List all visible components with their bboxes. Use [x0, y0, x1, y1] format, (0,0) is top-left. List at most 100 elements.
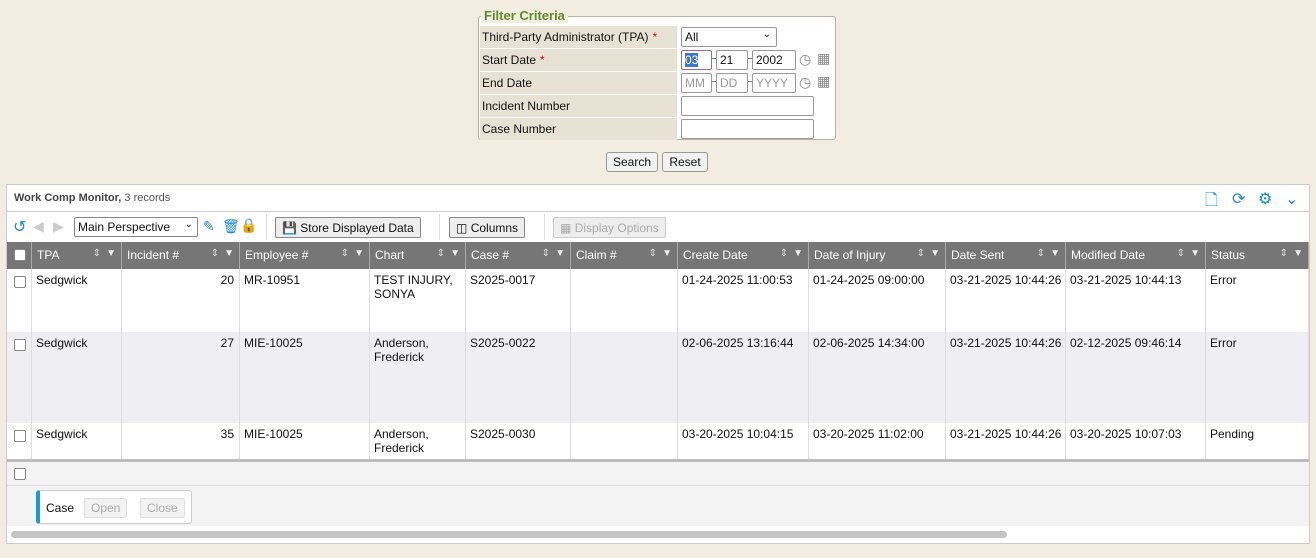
column-header[interactable]: Date Sent ⇕ ▼ — [946, 242, 1066, 269]
cell-tpa: Sedgwick — [32, 269, 122, 332]
reset-button[interactable]: Reset — [662, 152, 708, 172]
incident-number-input[interactable] — [681, 96, 814, 116]
store-label: Store Displayed Data — [300, 221, 414, 235]
row-checkbox[interactable] — [14, 430, 26, 442]
document-icon[interactable]: 🗋 — [1205, 192, 1218, 209]
header-select-all — [7, 242, 32, 269]
divider — [544, 214, 545, 240]
tpa-label: Third-Party Administrator (TPA) — [482, 30, 649, 44]
divider — [439, 214, 440, 240]
filter-icon[interactable]: ▼ — [106, 248, 116, 259]
column-header-label: Date Sent — [951, 248, 1005, 262]
column-header[interactable]: Employee # ⇕ ▼ — [240, 242, 370, 269]
start-year-input[interactable]: 2002 — [752, 50, 796, 70]
back-icon[interactable]: ◀ — [33, 218, 44, 234]
filter-icon[interactable]: ▼ — [662, 248, 672, 259]
display-options-button[interactable]: ▦ Display Options — [553, 217, 666, 238]
sort-icon[interactable]: ⇕ — [92, 248, 101, 259]
column-header[interactable]: Date of Injury ⇕ ▼ — [809, 242, 946, 269]
horizontal-scrollbar[interactable] — [11, 531, 1007, 538]
open-button[interactable]: Open — [84, 498, 128, 518]
cell-claim — [571, 269, 678, 332]
sort-icon[interactable]: ⇕ — [916, 248, 925, 259]
column-header[interactable]: Modified Date ⇕ ▼ — [1066, 242, 1206, 269]
sort-icon[interactable]: ⇕ — [1036, 248, 1045, 259]
sort-icon[interactable]: ⇕ — [1176, 248, 1185, 259]
column-header[interactable]: Create Date ⇕ ▼ — [678, 242, 809, 269]
tpa-select[interactable]: All ⌄ — [681, 27, 777, 47]
columns-button[interactable]: ◫ Columns — [449, 217, 526, 238]
calendar-icon[interactable]: ▦ — [817, 50, 831, 66]
search-button[interactable]: Search — [606, 152, 658, 172]
case-number-label: Case Number — [480, 118, 677, 140]
end-date-row: End Date MM DD YYYY ◷ ▦ — [480, 72, 835, 94]
start-month-input[interactable]: 03 — [681, 50, 712, 70]
filter-icon[interactable]: ▼ — [555, 248, 565, 259]
cell-create-date: 02-06-2025 13:16:44 — [678, 332, 809, 423]
cell-date-of-injury: 02-06-2025 14:34:00 — [809, 332, 946, 423]
undo-icon[interactable]: ↺ — [13, 219, 27, 236]
column-header-label: Modified Date — [1071, 248, 1146, 262]
close-button[interactable]: Close — [140, 498, 185, 518]
filter-icon[interactable]: ▼ — [224, 248, 234, 259]
sort-icon[interactable]: ⇕ — [779, 248, 788, 259]
filter-icon[interactable]: ▼ — [930, 248, 940, 259]
refresh-icon[interactable]: ⟳ — [1232, 191, 1246, 208]
tpa-select-value: All — [685, 30, 699, 44]
clock-icon[interactable]: ◷ — [799, 74, 812, 90]
cell-tpa: Sedgwick — [32, 423, 122, 459]
perspective-select[interactable]: Main Perspective ⌄ — [74, 217, 198, 237]
display-options-label: Display Options — [574, 221, 659, 235]
grid-footer-row — [7, 462, 1309, 486]
filter-icon[interactable]: ▼ — [1190, 248, 1200, 259]
column-header[interactable]: Case # ⇕ ▼ — [466, 242, 571, 269]
table-row[interactable]: Sedgwick 27 MIE-10025 Anderson, Frederick S2… — [7, 332, 1309, 423]
start-day-input[interactable]: 21 — [716, 50, 748, 70]
lock-icon[interactable]: 🔒 — [240, 217, 258, 233]
filter-icon[interactable]: ▼ — [354, 248, 364, 259]
sort-icon[interactable]: ⇕ — [541, 248, 550, 259]
sort-icon[interactable]: ⇕ — [340, 248, 349, 259]
clock-icon[interactable]: ◷ — [799, 51, 812, 67]
edit-pencil-icon[interactable]: ✎ — [203, 218, 215, 234]
row-checkbox[interactable] — [14, 339, 26, 351]
column-header-label: TPA — [37, 248, 60, 262]
filter-icon[interactable]: ▼ — [1293, 248, 1303, 259]
end-month-input[interactable]: MM — [681, 73, 712, 93]
end-day-input[interactable]: DD — [716, 73, 748, 93]
start-date-row: Start Date * 03 21 2002 ◷ ▦ — [480, 49, 835, 71]
select-all-checkbox[interactable] — [14, 249, 26, 261]
sort-icon[interactable]: ⇕ — [210, 248, 219, 259]
column-header[interactable]: Claim # ⇕ ▼ — [571, 242, 678, 269]
cell-status: Pending — [1206, 423, 1309, 459]
forward-icon[interactable]: ▶ — [53, 218, 64, 234]
column-header[interactable]: Incident # ⇕ ▼ — [122, 242, 240, 269]
case-number-input[interactable] — [681, 119, 814, 139]
column-header[interactable]: Chart ⇕ ▼ — [370, 242, 466, 269]
store-displayed-data-button[interactable]: 💾 Store Displayed Data — [275, 217, 421, 238]
end-date-label: End Date — [480, 72, 677, 94]
cell-employee: MIE-10025 — [240, 423, 370, 459]
sort-icon[interactable]: ⇕ — [1279, 248, 1288, 259]
chevron-down-icon[interactable]: ⌄ — [1285, 191, 1299, 208]
cell-incident: 20 — [122, 269, 240, 332]
table-row[interactable]: Sedgwick 20 MR-10951 TEST INJURY, SONYA S202… — [7, 269, 1309, 332]
cell-date-of-injury: 03-20-2025 11:02:00 — [809, 423, 946, 459]
sort-icon[interactable]: ⇕ — [436, 248, 445, 259]
trash-icon[interactable]: 🗑 — [222, 218, 240, 234]
sort-icon[interactable]: ⇕ — [648, 248, 657, 259]
date-separator — [748, 58, 752, 59]
table-row[interactable]: Sedgwick 35 MIE-10025 Anderson, Frederick S2… — [7, 423, 1309, 459]
gear-icon[interactable]: ⚙ — [1258, 191, 1273, 208]
filter-icon[interactable]: ▼ — [793, 248, 803, 259]
filter-icon[interactable]: ▼ — [1050, 248, 1060, 259]
filter-icon[interactable]: ▼ — [450, 248, 460, 259]
columns-label: Columns — [470, 221, 519, 235]
column-header-label: Status — [1211, 248, 1246, 262]
calendar-icon[interactable]: ▦ — [817, 73, 831, 89]
column-header[interactable]: TPA ⇕ ▼ — [32, 242, 122, 269]
column-header[interactable]: Status ⇕ ▼ — [1206, 242, 1309, 269]
footer-checkbox[interactable] — [14, 468, 26, 480]
end-year-input[interactable]: YYYY — [752, 73, 796, 93]
row-checkbox[interactable] — [14, 276, 26, 288]
